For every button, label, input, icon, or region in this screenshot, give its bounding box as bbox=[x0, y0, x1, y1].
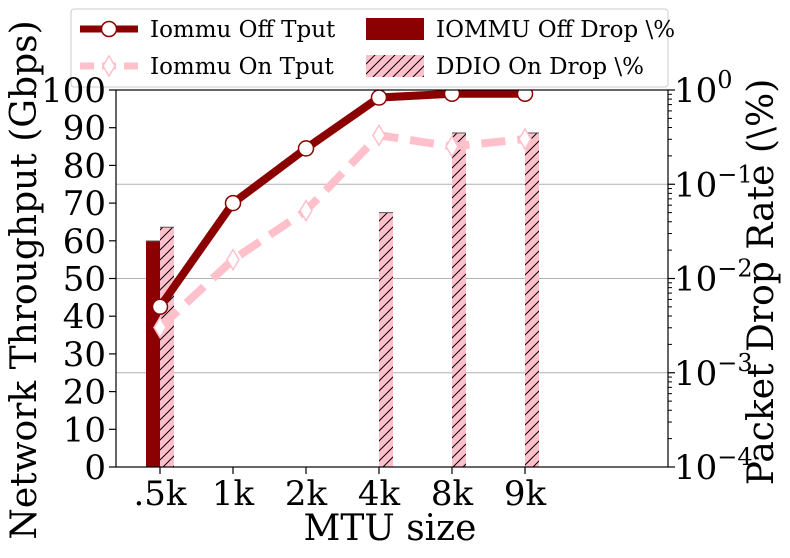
legend-label-ddio-on-drop: DDIO On Drop \% bbox=[436, 54, 644, 80]
data-point bbox=[516, 90, 534, 103]
x-ticks: .5k 1k 2k 4k 8k 9k bbox=[133, 467, 547, 514]
data-point bbox=[224, 194, 242, 212]
tick-base: 10 bbox=[674, 260, 717, 300]
bar bbox=[452, 132, 466, 467]
x-tick-label: 1k bbox=[212, 474, 255, 514]
tick-base: 10 bbox=[674, 448, 717, 488]
y-right-tick-label: 10−2 bbox=[674, 255, 753, 300]
legend-entry-iommu-off-drop: IOMMU Off Drop \% bbox=[366, 17, 675, 43]
tick-base: 10 bbox=[674, 71, 717, 111]
tick-base: 10 bbox=[674, 165, 717, 205]
legend: Iommu Off Tput Iommu On Tput IOMMU Off D… bbox=[70, 8, 675, 88]
y-left-tick-label: 30 bbox=[63, 335, 106, 375]
y-left-tick-label: 70 bbox=[63, 184, 106, 224]
data-point bbox=[297, 140, 315, 157]
tick-exponent: −1 bbox=[717, 160, 752, 188]
tick-exponent: −3 bbox=[717, 349, 752, 377]
x-tick-label: 9k bbox=[504, 474, 547, 514]
data-point bbox=[153, 316, 167, 339]
series-line bbox=[156, 90, 525, 310]
legend-entry-ddio-on-drop: DDIO On Drop \% bbox=[366, 54, 644, 80]
bar bbox=[160, 227, 174, 467]
data-point bbox=[151, 298, 169, 316]
y-left-tick-label: 10 bbox=[63, 410, 106, 450]
y-left-tick-label: 0 bbox=[84, 448, 106, 488]
bar bbox=[146, 240, 160, 467]
x-tick-label: 4k bbox=[358, 474, 401, 514]
y-left-tick-label: 40 bbox=[63, 297, 106, 337]
lines bbox=[151, 90, 534, 339]
bar bbox=[525, 132, 539, 467]
legend-entry-iommu-on-tput: Iommu On Tput bbox=[80, 54, 335, 80]
bars bbox=[146, 132, 539, 467]
data-point bbox=[299, 199, 313, 223]
x-tick-label: 2k bbox=[285, 474, 328, 514]
x-axis-label: MTU size bbox=[304, 508, 477, 549]
legend-label-iommu-off-tput: Iommu Off Tput bbox=[150, 17, 336, 43]
y-left-tick-label: 50 bbox=[63, 260, 106, 300]
tick-exponent: −4 bbox=[717, 443, 752, 471]
data-point bbox=[372, 123, 386, 147]
legend-label-iommu-off-drop: IOMMU Off Drop \% bbox=[436, 17, 675, 43]
tick-exponent: −2 bbox=[717, 255, 752, 283]
legend-entry-iommu-off-tput: Iommu Off Tput bbox=[80, 17, 336, 43]
y-right-tick-label: 10−1 bbox=[674, 160, 753, 205]
y-left-tick-label: 90 bbox=[63, 109, 106, 149]
y-right-axis-label: Packet Drop Rate (\%) bbox=[741, 79, 782, 486]
tick-base: 10 bbox=[674, 354, 717, 394]
legend-frame bbox=[70, 8, 669, 88]
y-right-tick-label: 10−4 bbox=[674, 443, 753, 488]
data-point bbox=[226, 248, 240, 272]
tick-exponent: 0 bbox=[717, 66, 732, 94]
legend-label-iommu-on-tput: Iommu On Tput bbox=[150, 54, 335, 80]
x-tick-label: 8k bbox=[431, 474, 474, 514]
data-point bbox=[370, 90, 388, 106]
y-left-tick-label: 20 bbox=[63, 373, 106, 413]
data-point bbox=[443, 90, 461, 103]
bar bbox=[379, 212, 393, 467]
data-point bbox=[518, 127, 532, 151]
y-left-tick-label: 60 bbox=[63, 222, 106, 262]
y-left-tick-label: 80 bbox=[63, 146, 106, 186]
y-right-tick-label: 10−3 bbox=[674, 349, 753, 394]
x-tick-label: .5k bbox=[133, 474, 186, 514]
series-line bbox=[157, 131, 526, 331]
data-point bbox=[445, 135, 459, 159]
y-left-tick-label: 100 bbox=[41, 71, 106, 111]
y-left-axis-label: Network Throughput (Gbps) bbox=[4, 20, 45, 539]
y-right-tick-label: 100 bbox=[674, 66, 733, 111]
